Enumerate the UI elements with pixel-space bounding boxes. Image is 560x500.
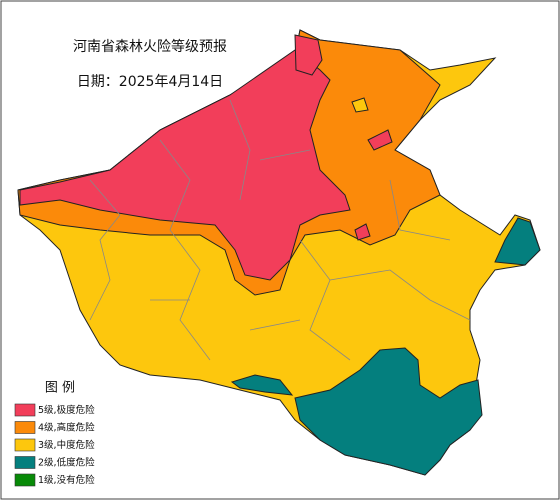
- legend-swatch: [14, 403, 36, 417]
- region-level2: [494, 217, 541, 266]
- legend-label: 1级,没有危险: [38, 474, 95, 486]
- county-borders: [89, 99, 471, 361]
- region-level2: [294, 347, 483, 476]
- legend-label: 5级,极度危险: [38, 404, 95, 416]
- legend-label: 3级,中度危险: [38, 439, 95, 451]
- legend-label: 4级,高度危险: [38, 422, 95, 434]
- legend: 5级,极度危险 4级,高度危险 3级,中度危险 2级,低度危险 1级,没有危险: [14, 403, 95, 487]
- region-level5: [354, 223, 371, 241]
- legend-swatch: [14, 456, 36, 469]
- map-date: 日期：2025年4月14日: [77, 74, 223, 90]
- legend-swatch: [14, 438, 36, 452]
- legend-swatch: [14, 421, 36, 434]
- legend-label: 2级,低度危险: [38, 457, 95, 469]
- legend-title: 图 例: [45, 381, 75, 396]
- legend-swatch: [14, 473, 36, 487]
- region-level5: [19, 49, 351, 281]
- region-level5: [367, 129, 393, 151]
- map-title: 河南省森林火险等级预报: [73, 38, 227, 55]
- region-level3: [351, 97, 369, 113]
- region-level2: [230, 374, 294, 396]
- region-level5: [294, 34, 323, 76]
